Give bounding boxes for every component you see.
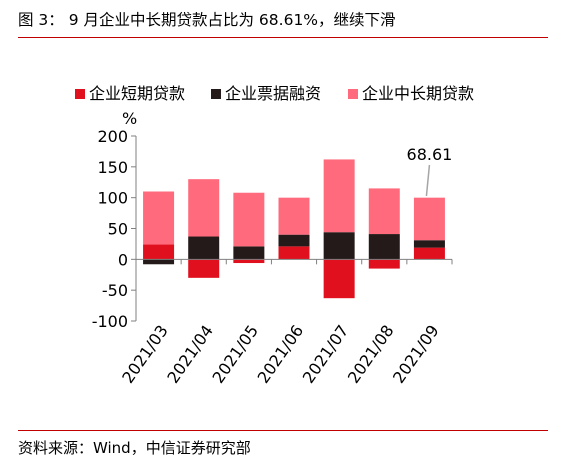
bar-segment bbox=[143, 244, 175, 260]
y-tick-label: 50 bbox=[108, 220, 128, 239]
y-tick-label: 0 bbox=[118, 250, 128, 269]
source-rule bbox=[18, 430, 548, 431]
source-note: 资料来源：Wind，中信证券研究部 bbox=[18, 439, 251, 457]
bar-segment bbox=[323, 159, 355, 233]
bar-segment bbox=[323, 232, 355, 260]
bar-segment bbox=[233, 259, 265, 264]
legend-swatch bbox=[348, 89, 358, 99]
bar-segment bbox=[143, 259, 175, 265]
bar-segment bbox=[188, 236, 220, 260]
bar-segment bbox=[143, 191, 175, 245]
bar-segment bbox=[323, 259, 355, 299]
bar-segment bbox=[233, 192, 265, 247]
bar-segment bbox=[233, 246, 265, 260]
legend-label: 企业票据融资 bbox=[225, 84, 321, 103]
y-tick-label: 150 bbox=[97, 158, 128, 177]
callout-label: 68.61 bbox=[407, 145, 453, 164]
bar-segment bbox=[368, 188, 400, 235]
legend-swatch bbox=[75, 89, 85, 99]
annotation: 68.61 bbox=[407, 145, 453, 197]
legend-label: 企业中长期贷款 bbox=[362, 84, 474, 103]
legend: 企业短期贷款 企业票据融资 企业中长期贷款 bbox=[75, 84, 474, 103]
bar-segment bbox=[413, 247, 445, 260]
bars bbox=[143, 159, 445, 299]
bar-segment bbox=[413, 197, 445, 241]
bar-segment bbox=[368, 234, 400, 260]
callout-leader bbox=[425, 164, 431, 197]
bar-segment bbox=[413, 240, 445, 248]
x-tick-label: 2021/09 bbox=[389, 321, 443, 386]
title-rule bbox=[18, 37, 548, 38]
bar-segment bbox=[278, 246, 310, 260]
bar-segment bbox=[188, 259, 220, 278]
y-tick-label: -50 bbox=[102, 281, 128, 300]
y-tick-label: 200 bbox=[97, 127, 128, 146]
y-tick-label: 100 bbox=[97, 189, 128, 208]
figure-title: 图 3： 9 月企业中长期贷款占比为 68.61%，继续下滑 bbox=[18, 11, 396, 29]
legend-label: 企业短期贷款 bbox=[89, 84, 185, 103]
bar-segment bbox=[278, 197, 310, 235]
bar-segment bbox=[188, 179, 220, 237]
x-axis: 2021/032021/042021/052021/062021/072021/… bbox=[118, 258, 453, 387]
legend-swatch bbox=[211, 89, 221, 99]
y-axis: 200 150 100 50 0 -50 -100 bbox=[92, 127, 137, 331]
y-unit-label: % bbox=[122, 109, 137, 128]
bar-segment bbox=[278, 234, 310, 247]
bar-segment bbox=[368, 259, 400, 269]
y-tick-label: -100 bbox=[92, 312, 128, 331]
